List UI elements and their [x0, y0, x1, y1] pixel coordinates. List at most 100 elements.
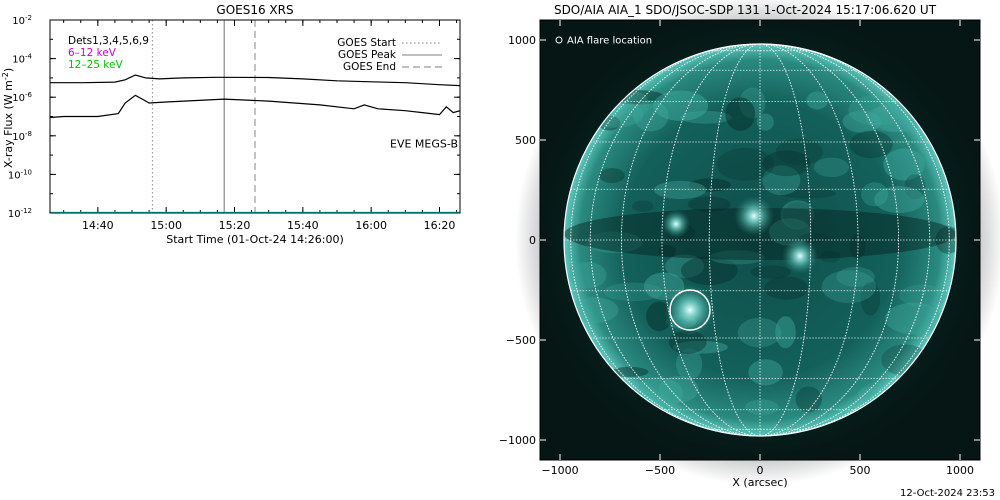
texture-blob — [848, 94, 905, 126]
texture-blob — [819, 250, 841, 263]
texture-blob — [688, 178, 731, 192]
texture-blob — [568, 261, 607, 289]
texture-blob — [762, 165, 801, 196]
texture-blob — [821, 270, 876, 304]
xrs-title: GOES16 XRS — [216, 3, 293, 17]
texture-blob — [658, 245, 677, 258]
y-tick-label: 10-2 — [12, 14, 32, 27]
xrs-xlabel: Start Time (01-Oct-24 14:26:00) — [166, 233, 344, 246]
xrs-series-group — [50, 20, 460, 213]
xrs-plot-area: 10-2 10-4 10-6 10-8 10-10 10-12 14:40 15:00 15:2… — [8, 14, 460, 232]
texture-blob — [762, 150, 811, 177]
flare-legend-label: AIA flare location — [567, 36, 652, 47]
flare-legend-marker — [555, 36, 563, 44]
legend-right-label: GOES Start — [337, 37, 396, 49]
x-tick-label: 15:40 — [287, 219, 319, 232]
y-tick-label: 10-8 — [12, 130, 32, 143]
texture-blob — [653, 90, 709, 121]
texture-blob — [748, 359, 783, 386]
texture-blob — [795, 386, 822, 413]
y-tick-label: 10-10 — [8, 168, 32, 181]
xrs-panel: GOES16 XRS 10-2 10-4 10-6 10-8 10-10 10-12 14:… — [1, 3, 461, 246]
x-tick-label: 14:40 — [82, 219, 114, 232]
aia-panel: SDO/AIA AIA_1 SDO/JSOC-SDP 131 1-Oct-202… — [499, 0, 1000, 499]
aia-y-tick-label: −1000 — [499, 434, 536, 447]
texture-blob — [665, 254, 705, 279]
legend-left-entry: Dets1,3,4,5,6,9 — [68, 35, 149, 47]
texture-blob — [598, 168, 625, 184]
x-tick-label: 15:20 — [219, 219, 251, 232]
texture-blob — [883, 148, 925, 181]
aia-x-tick-label: 0 — [757, 464, 764, 477]
aia-x-tick-label: 1000 — [946, 464, 974, 477]
longitude-line — [589, 43, 931, 437]
aia-y-tick-label: 500 — [515, 134, 536, 147]
limb — [563, 43, 957, 437]
aia-y-tick-label: −500 — [506, 334, 536, 347]
texture-blob — [904, 174, 926, 200]
texture-blob — [898, 284, 947, 307]
legend-right-label: GOES Peak — [338, 49, 397, 61]
aia-axes: −1000 −500 0 500 1000 −1000 −500 0 500 1000 — [499, 20, 980, 477]
texture-blob — [680, 110, 732, 124]
legend-left-entry: 6–12 keV — [68, 47, 117, 59]
texture-blob — [745, 399, 779, 416]
texture-blob — [633, 100, 669, 132]
aia-y-tick-label: 1000 — [508, 34, 536, 47]
x-tick-label: 15:00 — [150, 219, 182, 232]
texture-blob — [750, 265, 792, 279]
aia-x-tick-label: −500 — [645, 464, 675, 477]
texture-blob — [654, 180, 707, 200]
texture-blob — [874, 186, 925, 214]
y-tick-label: 10-12 — [8, 207, 32, 220]
texture-blob — [806, 91, 828, 110]
active-region — [662, 210, 690, 238]
texture-blob — [842, 110, 882, 133]
texture-blob — [857, 386, 880, 402]
texture-blob — [764, 276, 809, 300]
aia-x-tick-label: −1000 — [541, 464, 578, 477]
texture-blob — [687, 196, 731, 212]
y-tick-label: 10-6 — [12, 91, 32, 104]
active-region — [664, 284, 716, 336]
aia-x-tick-label: 500 — [850, 464, 871, 477]
texture-blob — [783, 202, 815, 229]
x-tick-label: 16:00 — [355, 219, 387, 232]
aia-y-tick-label: 0 — [529, 234, 536, 247]
texture-blob — [632, 200, 654, 212]
xrs-ylabel: X-ray Flux (W m-2) — [1, 68, 16, 168]
active-region — [782, 238, 818, 274]
texture-blob — [603, 282, 663, 302]
texture-blob — [676, 348, 703, 380]
texture-blob — [680, 256, 738, 285]
series-short — [50, 94, 460, 119]
x-tick-label: 16:20 — [424, 219, 456, 232]
legend-right-label: GOES End — [343, 61, 396, 73]
texture-blob — [739, 87, 766, 119]
texture-blob — [779, 188, 837, 199]
texture-blob — [885, 302, 942, 335]
texture-blob — [668, 330, 707, 354]
texture-blob — [673, 340, 728, 354]
active-region — [734, 196, 774, 236]
texture-blob — [836, 266, 875, 287]
texture-blob — [756, 113, 774, 131]
texture-blob — [725, 97, 756, 131]
legend-left-entry: 12–25 keV — [68, 59, 123, 71]
texture-blob — [775, 316, 796, 349]
texture-blob — [860, 281, 881, 316]
aia-xlabel: X (arcsec) — [732, 476, 787, 489]
texture-blob — [861, 182, 889, 207]
timestamp: 12-Oct-2024 23:53 — [900, 488, 995, 499]
sun-texture — [564, 87, 956, 416]
series-long — [50, 74, 460, 87]
texture-blob — [780, 200, 815, 230]
y-tick-label: 10-4 — [12, 53, 32, 66]
texture-blob — [775, 138, 823, 166]
texture-blob — [709, 250, 765, 265]
texture-blob — [584, 231, 643, 254]
texture-blob — [737, 317, 782, 348]
